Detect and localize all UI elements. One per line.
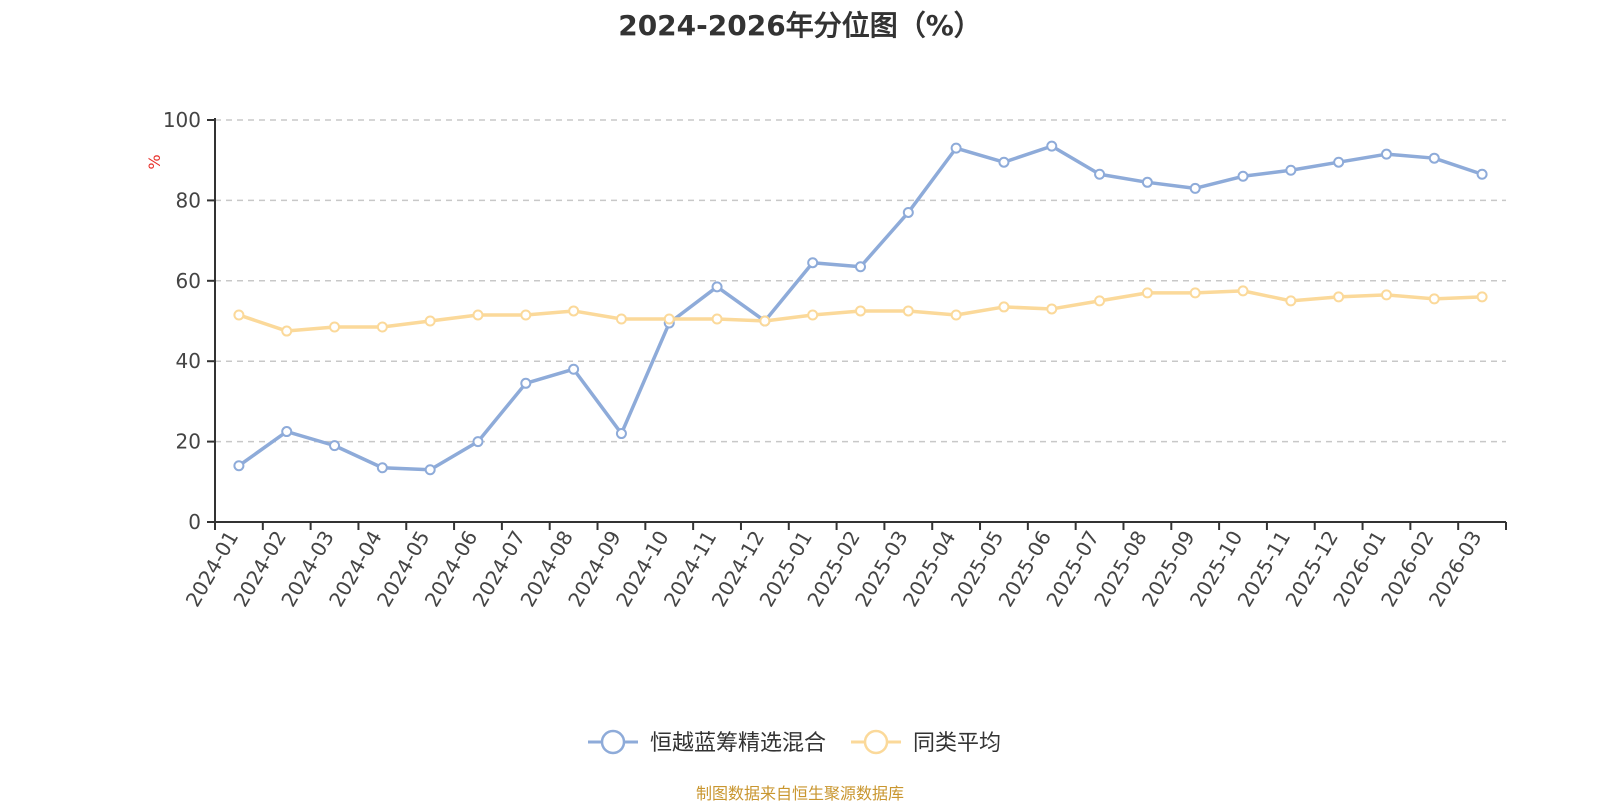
data-point — [1094, 168, 1106, 180]
data-point — [950, 309, 962, 321]
data-point — [424, 464, 436, 476]
data-point — [1428, 293, 1440, 305]
data-point — [1333, 291, 1345, 303]
y-axis-label: % — [145, 154, 164, 169]
data-point — [615, 313, 627, 325]
data-point — [1285, 295, 1297, 307]
legend-circle-icon — [600, 729, 626, 755]
y-tick-label: 20 — [176, 430, 201, 454]
chart-title: 2024-2026年分位图（%） — [618, 9, 982, 42]
data-point — [281, 426, 293, 438]
data-point — [807, 257, 819, 269]
legend-circle-icon — [863, 729, 889, 755]
data-point — [711, 313, 723, 325]
data-point — [329, 440, 341, 452]
data-point — [902, 305, 914, 317]
data-point — [568, 305, 580, 317]
data-point — [1428, 152, 1440, 164]
data-point — [855, 305, 866, 317]
data-point — [950, 142, 962, 154]
data-point — [281, 325, 293, 337]
data-point — [759, 315, 771, 327]
data-point — [568, 363, 580, 375]
data-point — [233, 309, 245, 321]
data-point — [1046, 303, 1058, 315]
y-tick-label: 0 — [188, 510, 201, 534]
data-point — [376, 462, 388, 474]
data-point — [1380, 289, 1392, 301]
y-tick-label: 80 — [176, 188, 201, 212]
data-point — [1476, 168, 1488, 180]
legend-item-1[interactable]: 同类平均 — [851, 729, 1001, 756]
data-source-note: 制图数据来自恒生聚源数据库 — [695, 784, 904, 803]
data-point — [1285, 164, 1297, 176]
data-point — [1476, 291, 1488, 303]
series-layer — [233, 140, 1488, 476]
data-point — [520, 309, 532, 321]
data-point — [1094, 295, 1106, 307]
legend-label: 同类平均 — [913, 731, 1001, 756]
data-point — [1189, 287, 1201, 299]
data-point — [807, 309, 819, 321]
data-point — [329, 321, 341, 333]
data-point — [902, 206, 914, 218]
data-point — [1189, 182, 1201, 194]
data-point — [1141, 287, 1153, 299]
data-point — [1046, 140, 1058, 152]
legend-item-0[interactable]: 恒越蓝筹精选混合 — [588, 729, 826, 756]
legend-label: 恒越蓝筹精选混合 — [650, 731, 826, 756]
data-point — [376, 321, 388, 333]
y-tick-label: 60 — [176, 269, 201, 293]
y-tick-label: 40 — [176, 349, 201, 373]
data-point — [1333, 156, 1345, 168]
data-point — [663, 313, 675, 325]
data-point — [1380, 148, 1392, 160]
data-point — [424, 315, 436, 327]
data-point — [520, 377, 532, 389]
data-point — [998, 301, 1010, 313]
data-point — [1237, 285, 1249, 297]
data-point — [1237, 170, 1249, 182]
data-point — [855, 261, 866, 273]
legend[interactable]: 恒越蓝筹精选混合 同类平均 — [588, 729, 1001, 756]
data-point — [233, 460, 245, 472]
y-tick-label: 100 — [163, 108, 201, 132]
data-point — [472, 309, 484, 321]
data-point — [472, 436, 484, 448]
data-point — [998, 156, 1010, 168]
data-point — [711, 281, 723, 293]
chart-svg: % 0204060801002024-012024-022024-032024-… — [145, 108, 1507, 756]
data-point — [1141, 176, 1153, 188]
axis-layer: 0204060801002024-012024-022024-032024-04… — [163, 108, 1507, 611]
data-point — [615, 428, 627, 440]
